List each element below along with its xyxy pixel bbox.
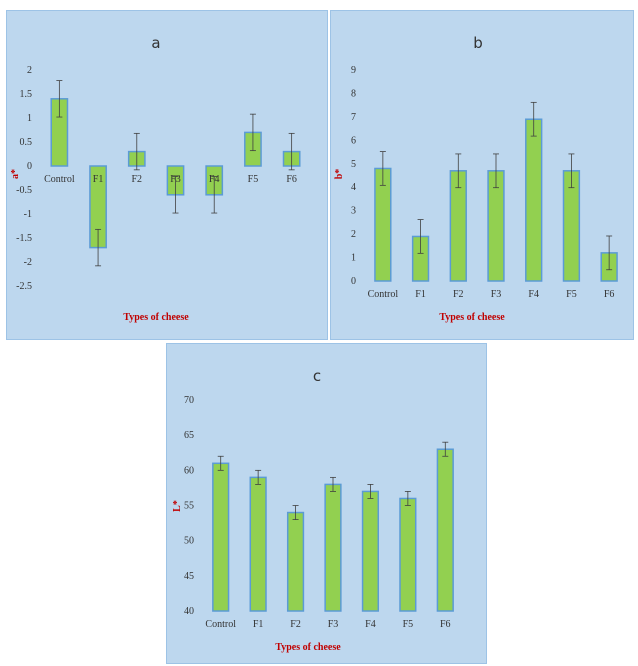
x-tick-label: F1	[253, 619, 264, 630]
bar-f5	[399, 497, 417, 612]
chart-panel-c: c L* Types of cheese 70 65 60 55 50 45 40 Contr…	[166, 343, 487, 664]
y-tick-label: 4	[351, 182, 356, 193]
bar-f6	[436, 448, 454, 612]
y-tick-label: 2	[351, 229, 356, 240]
x-tick-label: F2	[132, 174, 143, 185]
x-tick-label: F3	[491, 289, 502, 300]
y-tick-label: -0.5	[16, 185, 32, 196]
x-tick-label: F3	[170, 174, 181, 185]
chart-marks: 9 8 7 6 5 4 3 2 1 0 Control F1 F2 F3 F4 F5 F6	[351, 65, 618, 300]
y-tick-label: 2	[27, 65, 32, 76]
y-tick-label: 1	[351, 253, 356, 264]
x-tick-label: F2	[290, 619, 301, 630]
y-axis-label: L*	[172, 500, 183, 512]
bar-f4	[525, 118, 543, 282]
chart-panel-a: a a* Types of cheese 2 1.5 1 0.5 0 -0.5 -1 -1.5…	[6, 10, 328, 340]
y-tick-label: -2.5	[16, 281, 32, 292]
y-tick-label: 9	[351, 65, 356, 76]
x-tick-label: Control	[205, 619, 236, 630]
x-tick-label: F2	[453, 289, 464, 300]
y-tick-label: 60	[184, 465, 194, 476]
x-axis-label: Types of cheese	[275, 642, 341, 653]
y-tick-label: -1	[24, 209, 32, 220]
y-tick-label: 65	[184, 430, 194, 441]
y-tick-label: 7	[351, 112, 356, 123]
y-tick-label: 0	[351, 276, 356, 287]
y-tick-label: 1.5	[20, 89, 33, 100]
chart-b: b b* Types of cheese 9 8 7 6 5 4 3 2 1 0 Control F1…	[330, 10, 634, 340]
y-tick-label: 0	[27, 161, 32, 172]
y-tick-label: 3	[351, 206, 356, 217]
bar-f2	[286, 511, 305, 612]
y-axis-label: a*	[10, 169, 21, 179]
chart-c: c L* Types of cheese 70 65 60 55 50 45 40 Contr…	[166, 343, 487, 664]
x-tick-label: F1	[415, 289, 426, 300]
bar-f1	[249, 476, 267, 612]
bar-f3	[324, 483, 342, 612]
chart-marks: 70 65 60 55 50 45 40 Control F1 F2 F3 F4 F5 F6	[184, 395, 454, 630]
y-tick-label: 0.5	[20, 137, 33, 148]
x-tick-label: F5	[248, 174, 259, 185]
y-tick-label: 70	[184, 395, 194, 406]
bar-control	[212, 462, 230, 612]
y-tick-label: 6	[351, 135, 356, 146]
x-tick-label: F4	[209, 174, 220, 185]
x-tick-label: F5	[566, 289, 577, 300]
x-tick-label: Control	[44, 174, 75, 185]
x-tick-label: F3	[328, 619, 339, 630]
x-tick-label: Control	[368, 289, 399, 300]
x-axis-label: Types of cheese	[439, 312, 505, 323]
y-tick-label: 45	[184, 571, 194, 582]
chart-title: c	[313, 367, 321, 385]
chart-panel-b: b b* Types of cheese 9 8 7 6 5 4 3 2 1 0 Control F1…	[330, 10, 634, 340]
y-tick-label: 55	[184, 501, 194, 512]
x-tick-label: F6	[440, 619, 451, 630]
chart-marks: 2 1.5 1 0.5 0 -0.5 -1 -1.5 -2 -2.5 Control F1 F2 F3 F4…	[16, 65, 301, 292]
y-tick-label: 1	[27, 113, 32, 124]
y-axis-label: b*	[334, 169, 345, 180]
x-tick-label: F6	[604, 289, 615, 300]
y-tick-label: -1.5	[16, 233, 32, 244]
x-tick-label: F1	[93, 174, 104, 185]
y-tick-label: -2	[24, 257, 32, 268]
y-tick-label: 40	[184, 606, 194, 617]
chart-a: a a* Types of cheese 2 1.5 1 0.5 0 -0.5 -1 -1.5…	[6, 10, 328, 340]
x-tick-label: F4	[365, 619, 376, 630]
y-tick-label: 5	[351, 159, 356, 170]
y-tick-label: 8	[351, 88, 356, 99]
x-axis-label: Types of cheese	[123, 312, 189, 323]
bar-f4	[361, 490, 380, 612]
y-tick-label: 50	[184, 536, 194, 547]
x-tick-label: F5	[403, 619, 414, 630]
chart-title: b	[473, 34, 483, 52]
x-tick-label: F4	[528, 289, 539, 300]
chart-title: a	[151, 34, 160, 52]
x-tick-label: F6	[286, 174, 297, 185]
